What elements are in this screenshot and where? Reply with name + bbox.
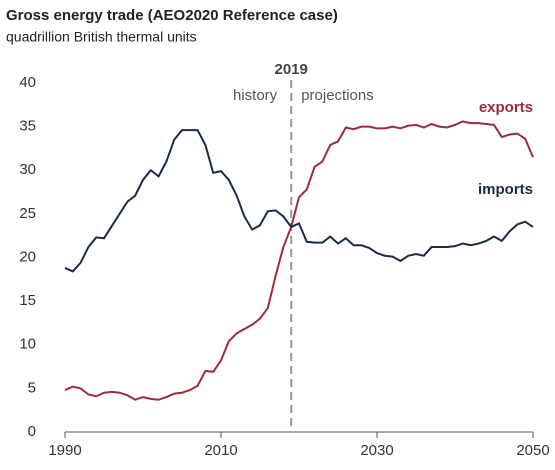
- x-tick-label: 2050: [516, 442, 549, 459]
- y-tick-label: 15: [19, 292, 36, 309]
- chart-title: Gross energy trade (AEO2020 Reference ca…: [6, 7, 338, 24]
- y-tick-label: 10: [19, 336, 36, 353]
- chart-subtitle: quadrillion British thermal units: [6, 29, 197, 45]
- y-tick-label: 30: [19, 161, 36, 178]
- y-tick-label: 5: [28, 379, 36, 396]
- x-tick-label: 2030: [360, 442, 393, 459]
- y-tick-label: 35: [19, 118, 36, 135]
- y-tick-label: 20: [19, 248, 36, 265]
- series-line: [64, 120, 534, 401]
- divider-label: 2019: [275, 61, 308, 78]
- series-line: [64, 129, 534, 273]
- y-tick-label: 40: [19, 74, 36, 91]
- annotation: history: [233, 87, 278, 104]
- series-label: imports: [478, 181, 533, 198]
- y-tick-label: 25: [19, 205, 36, 222]
- annotation: projections: [301, 87, 374, 104]
- y-tick-label: 0: [28, 423, 36, 440]
- x-tick-label: 1990: [48, 442, 81, 459]
- series-label: exports: [479, 99, 533, 116]
- x-tick-label: 2010: [204, 442, 237, 459]
